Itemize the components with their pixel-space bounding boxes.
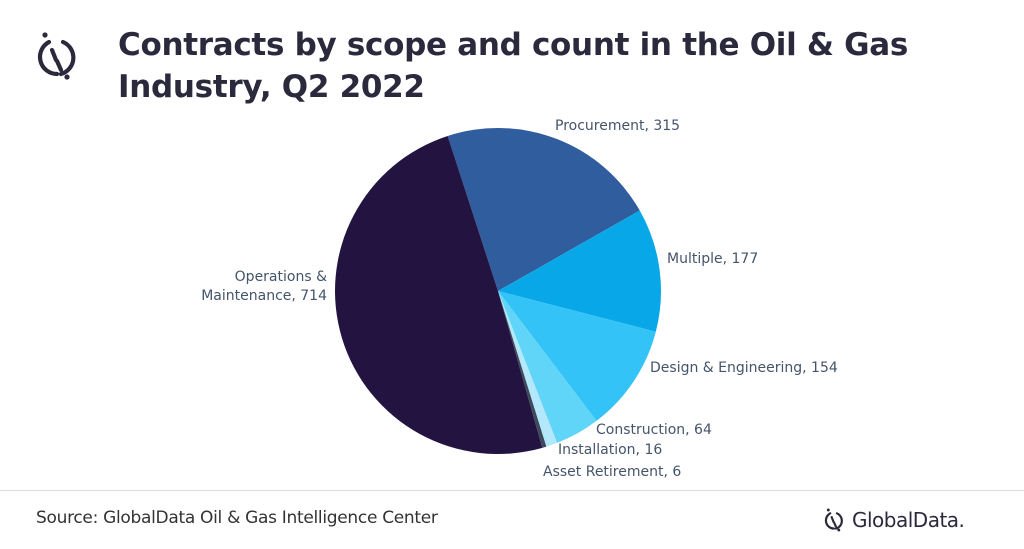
pie-chart: Procurement, 315 Multiple, 177 Design & … bbox=[201, 118, 838, 480]
pie-slice-operations-maintenance bbox=[335, 135, 543, 454]
data-label-procurement: Procurement, 315 bbox=[555, 118, 680, 134]
data-label-operations-maintenance-line1: Operations & bbox=[235, 269, 327, 285]
pie-slice-multiple bbox=[498, 210, 661, 332]
globaldata-footer-logo-icon bbox=[824, 508, 843, 532]
data-label-installation: Installation, 16 bbox=[558, 442, 662, 458]
data-label-operations-maintenance-line2: Maintenance, 714 bbox=[201, 288, 327, 304]
footer-logo: GlobalData. bbox=[824, 505, 965, 535]
globaldata-logo-icon bbox=[37, 32, 76, 80]
data-label-asset-retirement: Asset Retirement, 6 bbox=[543, 464, 681, 480]
data-label-construction: Construction, 64 bbox=[596, 422, 712, 438]
pie-slice-installation bbox=[498, 291, 558, 447]
data-label-multiple: Multiple, 177 bbox=[667, 251, 758, 267]
brand-name: GlobalData. bbox=[852, 508, 965, 532]
pie-slice-design-engineering bbox=[498, 291, 656, 421]
chart-title: Contracts by scope and count in the Oil … bbox=[118, 27, 909, 105]
pie-slice-procurement bbox=[447, 128, 640, 291]
pie-slices bbox=[335, 128, 661, 454]
source-note: Source: GlobalData Oil & Gas Intelligenc… bbox=[36, 508, 438, 528]
data-label-design-engineering: Design & Engineering, 154 bbox=[650, 360, 838, 376]
pie-slice-asset-retirement bbox=[498, 291, 547, 448]
pie-slice-construction bbox=[498, 291, 597, 443]
footer-divider bbox=[0, 490, 1024, 491]
